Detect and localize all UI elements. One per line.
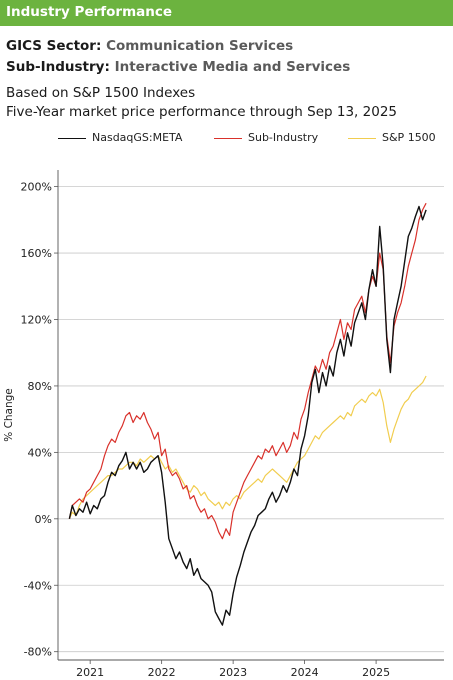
y-axis: 200% 160% 120% 80% 40% 0% -40% -80% [21, 170, 59, 660]
section-title: Industry Performance [6, 4, 173, 20]
legend-swatch-sub-industry [214, 138, 242, 140]
gics-sector-line: GICS Sector: Communication Services [6, 38, 293, 54]
y-tick-label: 200% [21, 181, 52, 194]
performance-chart: 200%160%120%80%40%0%-40%-80% 2021 2022 202… [3, 170, 444, 679]
series-line-meta [68, 205, 427, 626]
gridlines [58, 186, 444, 653]
legend-label-meta: NasdaqGS:META [92, 131, 183, 144]
x-tick-label: 2025 [362, 666, 390, 679]
x-tick-label: 2022 [148, 666, 176, 679]
y-tick-label: 40% [28, 446, 52, 459]
y-tick-label: 80% [28, 380, 52, 393]
x-tick-label: 2024 [291, 666, 319, 679]
y-axis-label: % Change [3, 388, 15, 442]
y-tick-label: 0% [35, 513, 52, 526]
y-tick-label: 120% [21, 313, 52, 326]
y-tick-label: -40% [24, 579, 52, 592]
legend-swatch-meta [58, 138, 86, 140]
sub-industry-value: Interactive Media and Services [114, 59, 351, 75]
chart-legend: NasdaqGS:META Sub-Industry S&P 1500 [0, 131, 453, 147]
series-line-sp1500 [68, 375, 427, 520]
section-header: Industry Performance [0, 0, 453, 26]
chart-subtitle: Five-Year market price performance throu… [6, 104, 397, 120]
based-on-text: Based on S&P 1500 Indexes [6, 85, 196, 101]
legend-label-sp1500: S&P 1500 [382, 131, 436, 144]
series-lines [68, 202, 427, 626]
x-tick-label: 2021 [76, 666, 104, 679]
sub-industry-label: Sub-Industry: [6, 59, 110, 75]
gics-sector-label: GICS Sector: [6, 38, 102, 54]
gics-sector-value: Communication Services [106, 38, 294, 54]
y-tick-label: 160% [21, 247, 52, 260]
legend-swatch-sp1500 [348, 138, 376, 140]
y-tick-label: -80% [24, 646, 52, 659]
x-axis: 2021 2022 2023 2024 2025 [58, 659, 444, 679]
x-tick-label: 2023 [219, 666, 247, 679]
legend-label-sub-industry: Sub-Industry [248, 131, 319, 144]
sub-industry-line: Sub-Industry: Interactive Media and Serv… [6, 59, 350, 75]
